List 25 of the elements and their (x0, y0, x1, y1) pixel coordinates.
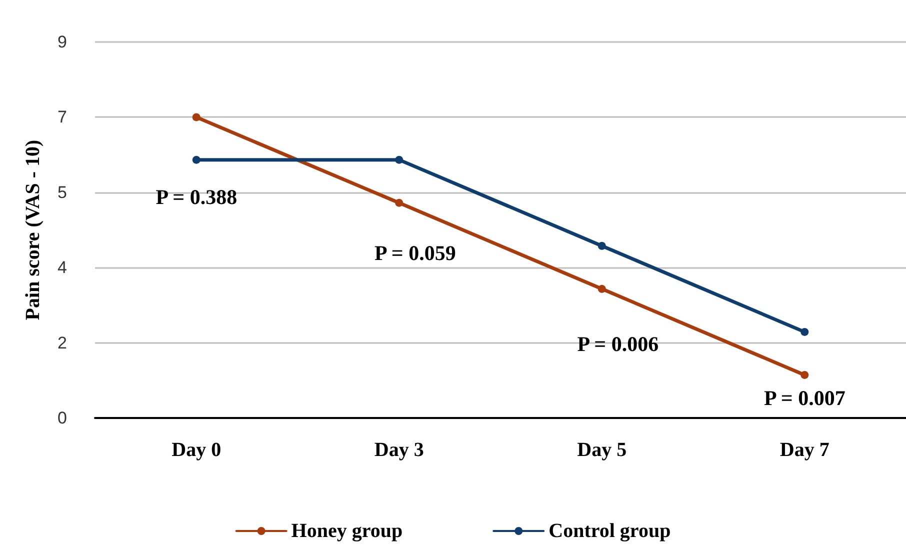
annotation: P = 0.007 (764, 386, 846, 410)
x-tick-label: Day 5 (577, 439, 627, 461)
y-tick-label: 4 (58, 258, 67, 278)
point (192, 113, 200, 122)
y-tick-label: 5 (58, 182, 67, 202)
x-tick-label: Day 3 (374, 439, 424, 461)
point (192, 156, 200, 164)
y-tick-label: 0 (58, 408, 67, 428)
point (598, 284, 606, 293)
x-tick-label: Day 0 (172, 439, 222, 461)
point (800, 370, 809, 379)
y-tick-label: 9 (58, 32, 67, 52)
annotation: P = 0.059 (374, 241, 456, 265)
y-tick-label: 7 (58, 108, 67, 127)
x-tick-label: Day 7 (780, 439, 830, 461)
y-tick-label: 2 (58, 333, 67, 352)
legend-label: Control group (548, 520, 671, 542)
annotation: P = 0.388 (156, 185, 238, 209)
legend-label: Honey group (291, 520, 403, 542)
y-axis-title: Pain score (VAS - 10) (22, 140, 44, 320)
point (598, 242, 606, 250)
point (395, 198, 404, 207)
point (800, 328, 809, 336)
annotation: P = 0.006 (577, 332, 659, 356)
point (395, 156, 404, 164)
